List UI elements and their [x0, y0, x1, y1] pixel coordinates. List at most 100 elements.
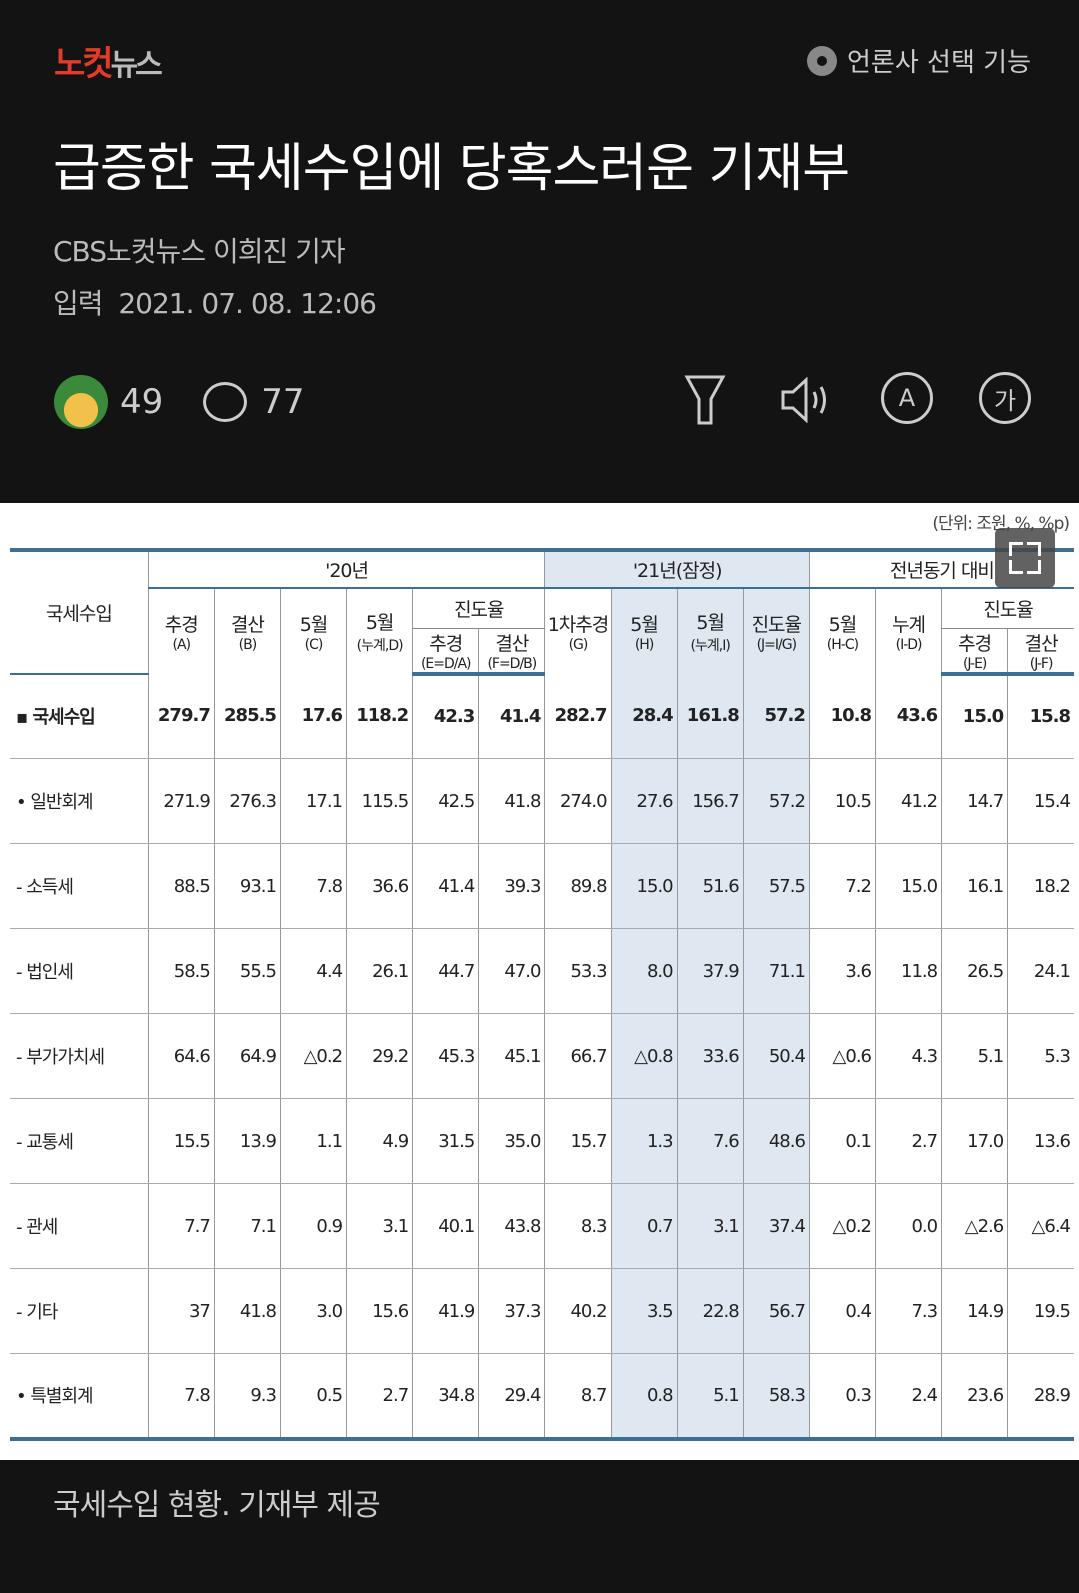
font-size-icon[interactable]: 가 — [979, 372, 1031, 424]
table-cell: 66.7 — [544, 1013, 612, 1099]
table-cell: 7.2 — [808, 843, 876, 929]
table-cell: 3.1 — [346, 1183, 413, 1269]
table-cell: 43.8 — [478, 1183, 545, 1269]
table-cell: 31.5 — [412, 1098, 479, 1184]
table-cell: 58.5 — [147, 928, 215, 1014]
table-cell: 8.7 — [544, 1353, 612, 1441]
table-cell: 18.2 — [1007, 843, 1074, 929]
table-cell: 43.6 — [874, 673, 942, 759]
table-cell: 45.1 — [478, 1013, 545, 1099]
table-cell: 36.6 — [346, 843, 413, 929]
table-cell: 55.5 — [213, 928, 281, 1014]
table-cell: 3.6 — [808, 928, 876, 1014]
column-header: 결산 (B) — [213, 588, 281, 674]
table-cell: 53.3 — [544, 928, 612, 1014]
table-cell: 45.3 — [412, 1013, 479, 1099]
table-cell: 8.3 — [544, 1183, 612, 1269]
tax-revenue-table: 국세수입 '20년 '21년(잠정) 전년동기 대비 추경 (A) 결산 (B) 5월(… — [10, 548, 1074, 1441]
table-cell: 11.8 — [874, 928, 942, 1014]
table-cell: 26.5 — [941, 928, 1008, 1014]
translate-icon[interactable]: A — [881, 372, 933, 424]
table-cell: 274.0 — [544, 758, 612, 844]
table-cell: 41.4 — [412, 843, 479, 929]
speaker-icon[interactable] — [779, 372, 835, 428]
column-header: 5월 (H-C) — [808, 588, 876, 674]
column-header: 추경 (J-E) — [941, 628, 1008, 676]
table-cell: 7.1 — [213, 1183, 281, 1269]
publish-date: 입력 2021. 07. 08. 12:06 — [53, 287, 377, 320]
table-cell: 1.3 — [610, 1098, 678, 1184]
byline[interactable]: CBS노컷뉴스 이희진 기자 — [53, 235, 346, 268]
table-cell: 15.8 — [1007, 673, 1074, 759]
filter-icon[interactable] — [677, 372, 733, 428]
column-header: 결산 (J-F) — [1007, 628, 1074, 676]
image-caption: 국세수입 현황. 기재부 제공 — [53, 1488, 381, 1523]
table-cell: 51.6 — [676, 843, 744, 929]
table-cell: 27.6 — [610, 758, 678, 844]
table-cell: 19.5 — [1007, 1268, 1074, 1354]
reaction-count: 49 — [120, 382, 164, 422]
reaction-icon[interactable] — [54, 375, 108, 429]
tax-revenue-table-image[interactable]: (단위: 조원, %, %p) 국세수입 '20년 '21년(잠정) 전년동기 … — [0, 503, 1079, 1460]
table-cell: 16.1 — [941, 843, 1008, 929]
table-cell: 57.5 — [742, 843, 810, 929]
table-row: - 관세 7.7 7.1 0.9 3.1 40.1 43.8 8.3 0.7 3.1 37.4 △0.… — [10, 1183, 1074, 1269]
table-cell: 37.4 — [742, 1183, 810, 1269]
row-label: - 교통세 — [10, 1098, 149, 1184]
article-title: 급증한 국세수입에 당혹스러운 기재부 — [53, 139, 850, 199]
table-cell: 0.1 — [808, 1098, 876, 1184]
expand-icon-corner — [1027, 542, 1041, 556]
table-cell: 39.3 — [478, 843, 545, 929]
table-cell: 56.7 — [742, 1268, 810, 1354]
table-row: - 부가가치세 64.6 64.9 △0.2 29.2 45.3 45.1 66.7 △0.8 3… — [10, 1013, 1074, 1099]
table-cell: 2.4 — [874, 1353, 942, 1441]
nocut-news-logo[interactable]: 노컷뉴스 — [54, 44, 163, 84]
table-cell: 22.8 — [676, 1268, 744, 1354]
table-cell: 0.3 — [808, 1353, 876, 1441]
column-header: 5월 (누계,I) — [676, 588, 744, 674]
table-cell: 7.6 — [676, 1098, 744, 1184]
table-cell: 15.7 — [544, 1098, 612, 1184]
progress-header: 진도율 — [941, 588, 1074, 629]
table-cell: 37.3 — [478, 1268, 545, 1354]
table-cell: 26.1 — [346, 928, 413, 1014]
expand-icon-corner — [1027, 560, 1041, 574]
table-cell: 28.4 — [610, 673, 678, 759]
table-cell: 41.2 — [874, 758, 942, 844]
table-cell: 50.4 — [742, 1013, 810, 1099]
table-cell: 47.0 — [478, 928, 545, 1014]
table-cell: 35.0 — [478, 1098, 545, 1184]
table-cell: 14.7 — [941, 758, 1008, 844]
press-select-button[interactable]: 언론사 선택 기능 — [807, 42, 1031, 79]
comment-count[interactable]: 77 — [261, 382, 305, 422]
table-cell: 41.8 — [213, 1268, 281, 1354]
table-row: • 특별회계 7.8 9.3 0.5 2.7 34.8 29.4 8.7 0.8 5.1 58.3 0… — [10, 1353, 1074, 1441]
column-header: 누계 (I-D) — [874, 588, 942, 674]
table-cell: 276.3 — [213, 758, 281, 844]
table-cell: 285.5 — [213, 673, 281, 759]
row-label: • 일반회계 — [10, 758, 149, 844]
table-cell: 2.7 — [874, 1098, 942, 1184]
column-header: 1차추경 (G) — [544, 588, 612, 674]
table-cell: 40.2 — [544, 1268, 612, 1354]
table-cell: 4.9 — [346, 1098, 413, 1184]
table-cell: 17.1 — [279, 758, 347, 844]
table-cell: 3.5 — [610, 1268, 678, 1354]
table-cell: 1.1 — [279, 1098, 347, 1184]
table-cell: 64.9 — [213, 1013, 281, 1099]
table-cell: 2.7 — [346, 1353, 413, 1441]
table-cell: 37 — [147, 1268, 215, 1354]
expand-image-button[interactable] — [995, 528, 1055, 588]
table-row: - 기타 37 41.8 3.0 15.6 41.9 37.3 40.2 3.5 22.8 56.7… — [10, 1268, 1074, 1354]
table-cell: 7.8 — [147, 1353, 215, 1441]
table-cell: 0.9 — [279, 1183, 347, 1269]
table-cell: 271.9 — [147, 758, 215, 844]
table-cell: 3.0 — [279, 1268, 347, 1354]
row-label: - 기타 — [10, 1268, 149, 1354]
table-cell: 0.4 — [808, 1268, 876, 1354]
table-cell: 15.0 — [941, 673, 1008, 759]
table-cell: 4.4 — [279, 928, 347, 1014]
table-cell: 29.2 — [346, 1013, 413, 1099]
comment-icon[interactable] — [203, 382, 248, 422]
table-cell: 5.1 — [941, 1013, 1008, 1099]
